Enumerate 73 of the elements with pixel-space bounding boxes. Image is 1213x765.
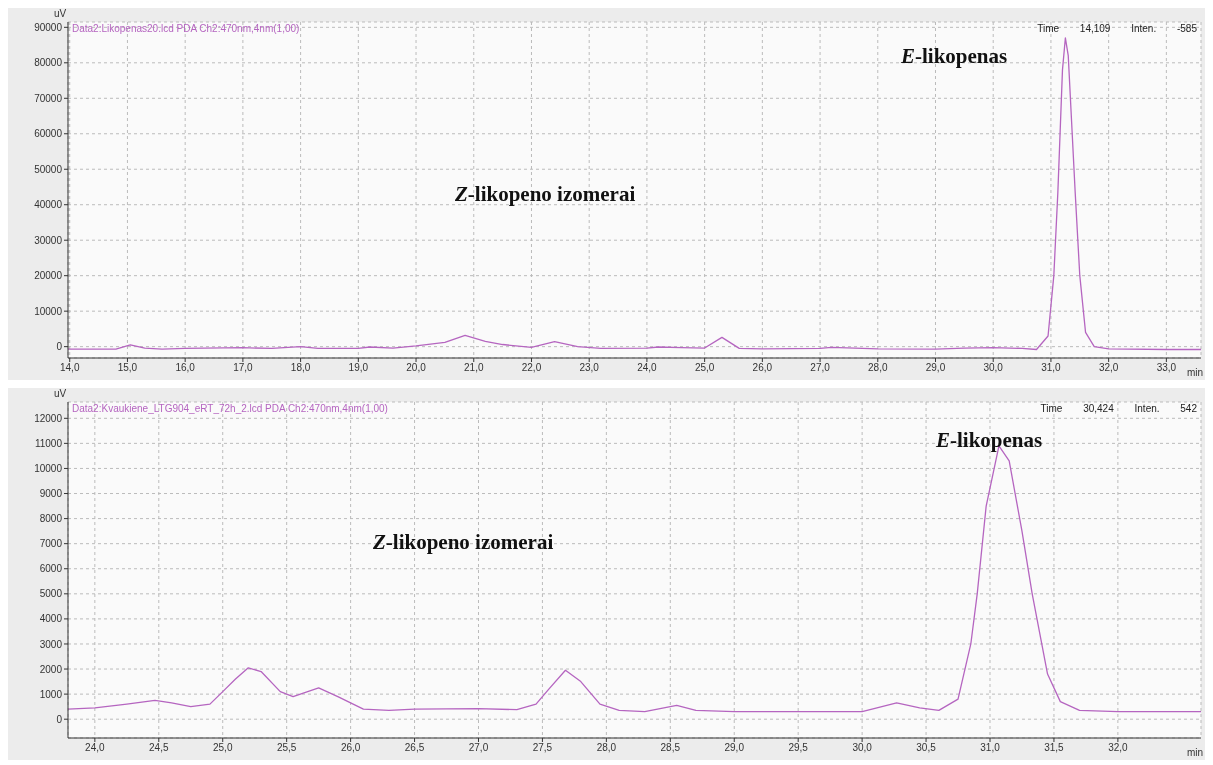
y-axis-title: uV — [54, 388, 67, 399]
x-tick-label: 32,0 — [1098, 362, 1119, 374]
x-tick-label: 25,0 — [213, 742, 233, 754]
y-tick-label: 20000 — [34, 270, 63, 282]
y-tick-label: 80000 — [34, 57, 63, 69]
x-tick-label: 31,0 — [1041, 362, 1062, 374]
x-tick-label: 26,0 — [752, 362, 773, 374]
x-tick-label: 23,0 — [579, 362, 600, 374]
x-tick-label: 24,0 — [85, 742, 106, 754]
y-tick-label: 90000 — [34, 21, 63, 33]
line-series — [68, 37, 1201, 351]
x-tick-label: 28,5 — [660, 742, 681, 754]
x-tick-label: 29,0 — [925, 362, 946, 374]
y-tick-label: 8000 — [39, 513, 63, 525]
x-axis-title: min — [1186, 367, 1203, 378]
x-tick-label: 19,0 — [348, 362, 369, 374]
y-tick-label: 12000 — [34, 412, 63, 424]
y-tick-label: 3000 — [39, 638, 63, 650]
y-tick-label: 0 — [56, 713, 63, 725]
annotation: E-likopenas — [936, 428, 1043, 453]
text: Data2:Likopenas20.lcd PDA Ch2:470nm,4nm(1,00) — [72, 23, 300, 34]
y-tick-label: 50000 — [34, 163, 63, 175]
x-tick-label: 31,5 — [1044, 742, 1065, 754]
y-tick-label: 70000 — [34, 92, 63, 104]
annotation: Z-likopeno izomerai — [373, 530, 554, 555]
y-tick-label: 11000 — [34, 437, 63, 449]
x-tick-label: 25,5 — [276, 742, 297, 754]
y-tick-label: 10000 — [34, 305, 63, 317]
x-tick-label: 30,5 — [916, 742, 937, 754]
x-tick-label: 24,0 — [637, 362, 658, 374]
x-tick-label: 22,0 — [521, 362, 542, 374]
y-tick-label: 60000 — [34, 128, 63, 140]
x-axis-title: min — [1186, 747, 1203, 758]
x-tick-label: 21,0 — [464, 362, 484, 374]
x-tick-label: 31,0 — [980, 742, 1001, 754]
x-tick-label: 14,0 — [60, 362, 80, 374]
x-tick-label: 28,0 — [596, 742, 617, 754]
annotation: Time 14,109 Inten. -585 — [1037, 23, 1197, 34]
x-tick-label: 18,0 — [290, 362, 311, 374]
y-axis-title: uV — [54, 8, 67, 19]
annotation: E-likopenas — [901, 44, 1008, 69]
x-tick-label: 29,5 — [788, 742, 809, 754]
x-tick-label: 29,0 — [724, 742, 745, 754]
x-tick-label: 24,5 — [149, 742, 169, 754]
y-tick-label: 6000 — [39, 563, 63, 575]
y-tick-label: 7000 — [39, 538, 63, 550]
y-tick-label: 5000 — [39, 588, 63, 600]
x-tick-label: 27,0 — [810, 362, 831, 374]
text: Data2:Kvaukiene_LTG904_eRT_72h_2.lcd PDA Ch2:470nm,4nm(1,00) — [72, 403, 388, 414]
x-tick-label: 32,0 — [1108, 742, 1129, 754]
y-tick-label: 10000 — [34, 463, 63, 474]
y-tick-label: 4000 — [39, 613, 63, 625]
y-tick-label: 30000 — [34, 234, 63, 246]
x-tick-label: 27,0 — [468, 742, 489, 754]
x-tick-label: 30,0 — [983, 362, 1004, 374]
x-tick-label: 17,0 — [233, 362, 254, 374]
y-tick-label: 9000 — [39, 488, 63, 500]
x-tick-label: 26,0 — [340, 742, 361, 754]
annotation: Time 30,424 Inten. 542 — [1040, 403, 1197, 414]
annotation: Z-likopeno izomerai — [455, 182, 636, 207]
y-tick-label: 1000 — [39, 688, 63, 700]
x-tick-label: 26,5 — [404, 742, 425, 754]
x-tick-label: 33,0 — [1156, 362, 1177, 374]
x-tick-label: 25,0 — [694, 362, 715, 374]
x-tick-label: 16,0 — [175, 362, 196, 374]
y-tick-label: 40000 — [34, 199, 63, 211]
x-tick-label: 15,0 — [117, 362, 138, 374]
x-tick-label: 28,0 — [868, 362, 888, 374]
x-tick-label: 27,5 — [532, 742, 553, 754]
y-tick-label: 0 — [56, 341, 63, 353]
x-tick-label: 30,0 — [852, 742, 873, 754]
x-tick-label: 20,0 — [406, 362, 427, 374]
y-tick-label: 2000 — [39, 663, 63, 675]
